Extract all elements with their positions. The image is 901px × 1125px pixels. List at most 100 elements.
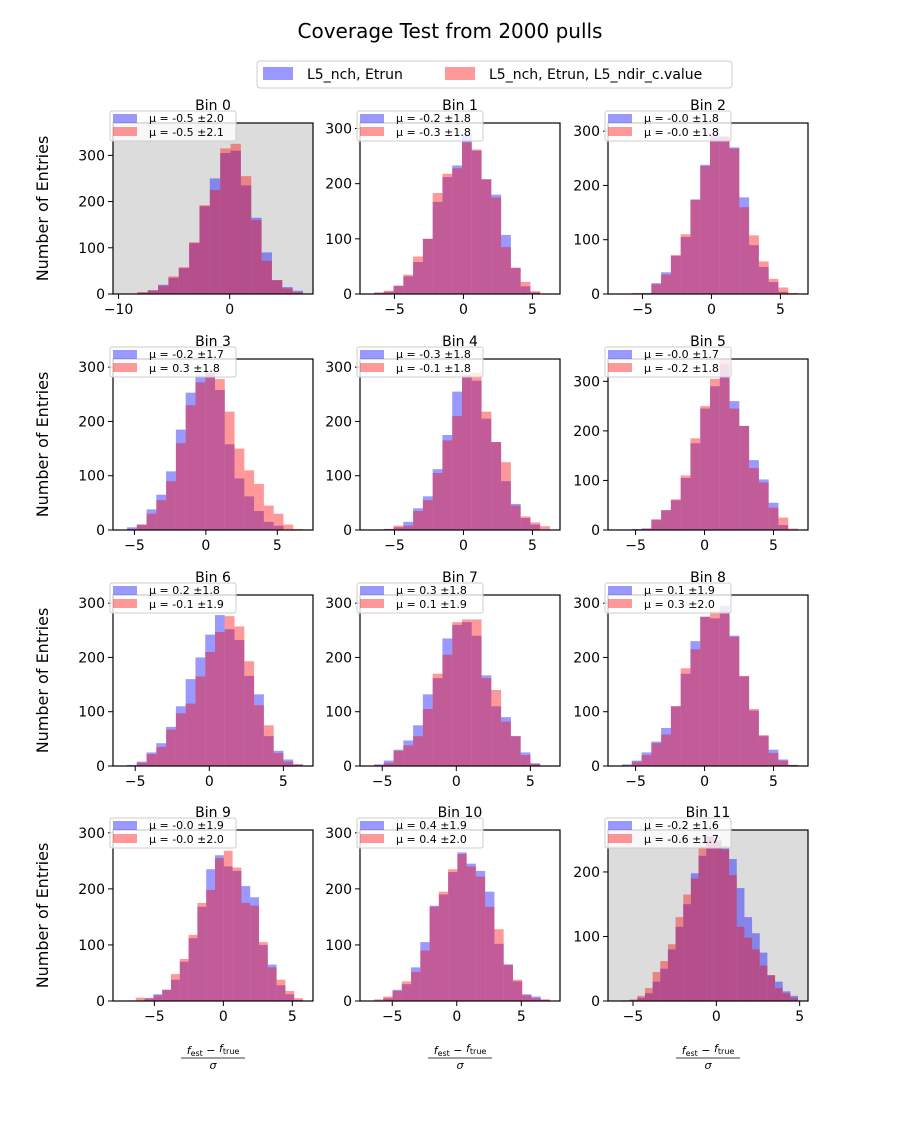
bar-blue-5 — [178, 268, 190, 294]
panel-legend: μ = -0.2 ±1.7μ = 0.3 ±1.8 — [109, 346, 237, 378]
bar-red-10 — [719, 359, 730, 530]
chart-title: Coverage Test from 2000 pulls — [298, 19, 603, 43]
bar-red-15 — [768, 278, 779, 294]
bar-blue-6 — [680, 673, 691, 766]
bar-red-14 — [758, 482, 769, 530]
x-axis-label-numerator: fest − ftrue — [682, 1042, 735, 1058]
bar-red-2 — [637, 995, 645, 1001]
bar-blue-6 — [432, 201, 443, 294]
bar-blue-16 — [778, 291, 789, 294]
panel-legend-swatch-red — [113, 363, 137, 372]
panel-title: Bin 3 — [195, 334, 231, 350]
x-axis-label-part: est — [191, 1049, 203, 1058]
x-tick-label: 0 — [700, 538, 709, 554]
x-axis-label-denominator: σ — [210, 1059, 218, 1072]
panel-legend-label-blue: μ = -0.0 ±1.7 — [644, 348, 719, 361]
bar-blue-6 — [667, 949, 676, 1001]
x-tick-label: 5 — [795, 1009, 804, 1025]
bar-red-5 — [171, 974, 180, 1001]
bar-red-18 — [285, 990, 295, 1001]
x-tick-label: −5 — [625, 774, 646, 790]
y-tick-label: 100 — [573, 473, 600, 489]
panel-legend-frame — [604, 582, 732, 614]
bar-blue-4 — [413, 508, 423, 530]
panel-legend-label-red: μ = 0.4 ±2.0 — [396, 833, 467, 846]
panel-legend-swatch-blue — [608, 586, 632, 595]
bar-blue-7 — [690, 641, 701, 766]
bar-blue-7 — [195, 375, 206, 530]
y-tick-label: 200 — [78, 195, 105, 211]
panel-legend-label-red: μ = -0.2 ±1.8 — [644, 362, 719, 375]
bar-blue-2 — [393, 749, 404, 766]
bar-red-17 — [293, 764, 303, 766]
bar-blue-11 — [234, 478, 245, 530]
bar-red-15 — [512, 979, 523, 1001]
bar-red-14 — [510, 267, 521, 294]
x-axis-label-part: true — [470, 1047, 486, 1056]
bar-red-5 — [670, 706, 681, 766]
bar-red-10 — [471, 149, 482, 294]
x-tick-label: −5 — [384, 538, 405, 554]
panel-legend-swatch-red — [608, 599, 632, 608]
y-tick-label: 300 — [78, 596, 105, 612]
bar-blue-1 — [383, 998, 393, 1001]
bar-blue-12 — [491, 706, 502, 766]
bar-blue-11 — [729, 147, 740, 294]
bar-red-7 — [690, 438, 701, 530]
panel-legend-label-blue: μ = -0.5 ±2.0 — [149, 112, 224, 125]
bar-blue-10 — [719, 363, 730, 530]
bar-red-5 — [422, 238, 433, 294]
bar-blue-16 — [292, 290, 303, 294]
panel-legend: μ = -0.0 ±1.8μ = -0.0 ±1.8 — [604, 110, 732, 142]
bar-red-14 — [263, 725, 274, 766]
plot-background — [360, 123, 560, 294]
bar-blue-3 — [651, 741, 662, 766]
y-tick-label: 100 — [78, 705, 105, 721]
y-tick-label: 200 — [78, 650, 105, 666]
bar-red-16 — [778, 517, 789, 530]
bar-blue-9 — [462, 134, 472, 294]
x-tick-label: 5 — [769, 774, 778, 790]
bar-blue-14 — [263, 521, 274, 530]
bar-blue-9 — [462, 375, 472, 530]
y-tick-label: 0 — [343, 287, 352, 303]
bar-blue-9 — [220, 153, 231, 294]
panel-legend: μ = -0.2 ±1.8μ = -0.3 ±1.8 — [356, 110, 484, 142]
legend-swatch-red — [445, 67, 475, 80]
bar-blue-1 — [136, 524, 147, 530]
bar-blue-6 — [185, 679, 196, 766]
bar-blue-14 — [510, 503, 521, 530]
panel-title: Bin 4 — [442, 334, 478, 350]
bar-red-7 — [195, 676, 206, 766]
bar-blue-11 — [240, 185, 252, 294]
bar-red-12 — [251, 220, 262, 294]
panel-legend-swatch-red — [360, 127, 384, 136]
bar-blue-15 — [273, 525, 284, 530]
bar-red-10 — [698, 846, 707, 1001]
bar-blue-15 — [768, 502, 779, 530]
bar-red-15 — [520, 281, 531, 294]
y-tick-label: 200 — [573, 650, 600, 666]
bar-red-16 — [283, 761, 294, 766]
y-tick-label: 200 — [573, 424, 600, 440]
bar-red-1 — [136, 524, 147, 530]
bar-blue-7 — [442, 177, 453, 294]
x-tick-label: −5 — [124, 538, 145, 554]
bar-red-10 — [719, 611, 730, 766]
bar-blue-13 — [501, 481, 511, 530]
x-tick-label: 0 — [201, 538, 210, 554]
x-tick-label: −5 — [144, 1009, 165, 1025]
panel-legend-label-blue: μ = -0.2 ±1.6 — [644, 819, 719, 832]
bar-blue-6 — [429, 905, 439, 1001]
bar-blue-16 — [530, 524, 541, 530]
bar-red-16 — [744, 937, 753, 1001]
bar-red-9 — [690, 878, 699, 1001]
bar-red-6 — [667, 944, 676, 1001]
bar-red-6 — [432, 473, 443, 530]
bar-red-17 — [540, 526, 550, 530]
bar-blue-8 — [209, 178, 221, 294]
panel-legend-frame — [109, 346, 237, 378]
panel-legend-label-red: μ = -0.0 ±2.0 — [149, 833, 224, 846]
